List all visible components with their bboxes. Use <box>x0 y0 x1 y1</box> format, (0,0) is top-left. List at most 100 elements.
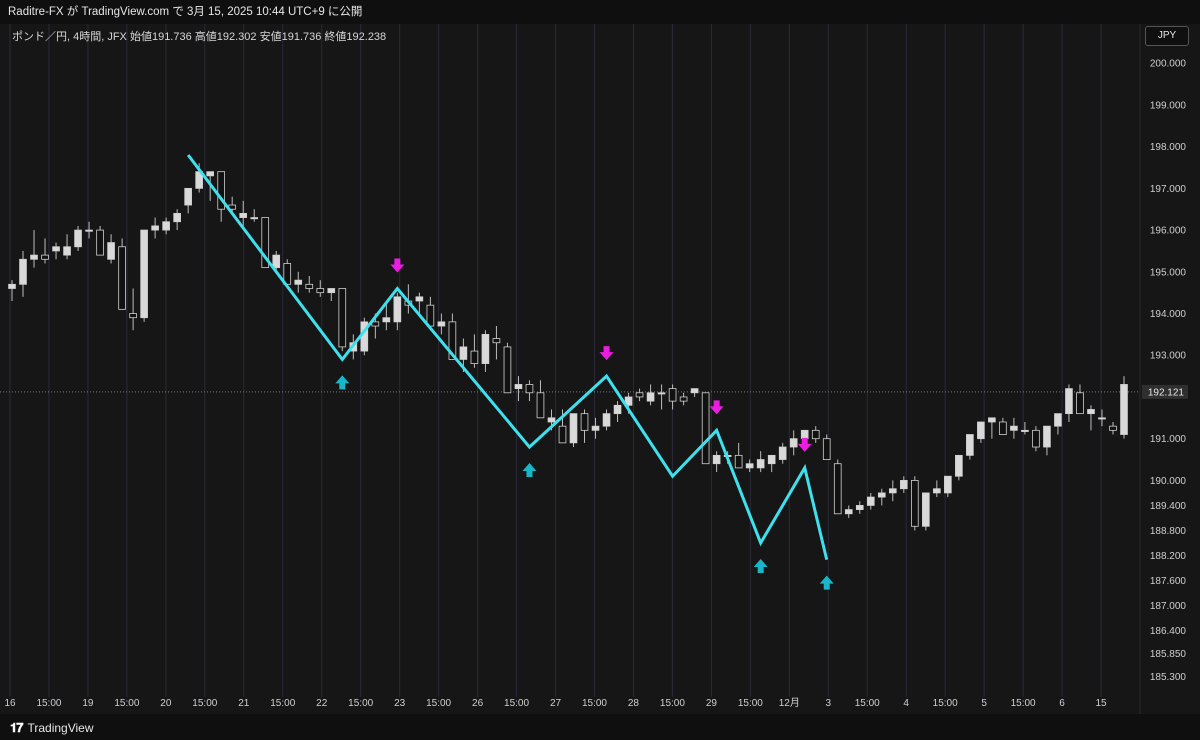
candle-body <box>371 321 380 327</box>
candle-body <box>624 396 633 406</box>
time-tick-label: 15:00 <box>738 698 763 709</box>
time-tick-label: 15:00 <box>348 698 373 709</box>
time-tick-label: 28 <box>628 698 640 709</box>
candle-body <box>613 404 622 415</box>
price-tick-label: 191.000 <box>1150 434 1187 445</box>
candle-body <box>107 242 115 260</box>
time-tick-label: 19 <box>82 698 94 709</box>
last-price-label: 192.121 <box>1148 387 1185 398</box>
candle-body <box>1120 384 1128 435</box>
candle-body <box>734 454 743 469</box>
candle-body <box>679 396 688 402</box>
buy-arrow-icon <box>335 375 350 390</box>
candle-body <box>261 217 270 269</box>
candle-body <box>239 212 248 218</box>
candle-body <box>162 221 170 231</box>
candle-body <box>74 229 82 248</box>
candle-body <box>140 229 148 319</box>
candle-body <box>1065 388 1073 415</box>
time-tick-label: 15:00 <box>114 698 139 709</box>
time-tick-label: 15:00 <box>192 698 217 709</box>
candle-body <box>877 492 886 498</box>
time-tick-label: 27 <box>550 698 562 709</box>
candle-body <box>977 421 985 440</box>
candle-body <box>459 346 468 360</box>
candle-body <box>63 246 71 256</box>
candle-body <box>789 438 798 448</box>
candle-body <box>712 454 721 465</box>
candle-body <box>327 288 336 294</box>
price-tick-label: 189.400 <box>1150 501 1187 512</box>
candle-body <box>547 417 556 423</box>
candle-body <box>393 296 402 323</box>
candle-body <box>822 438 831 460</box>
time-tick-label: 15:00 <box>504 698 529 709</box>
time-tick-label: 15:00 <box>660 698 685 709</box>
candle-body <box>217 171 226 210</box>
candle-body <box>1021 429 1029 432</box>
candle-body <box>910 480 919 527</box>
time-tick-label: 6 <box>1059 698 1065 709</box>
tradingview-logo[interactable]: 𝟏𝟕 TradingView <box>10 720 94 736</box>
candle-body <box>888 488 897 494</box>
publish-text: Raditre-FX が TradingView.com で 3月 15, 20… <box>8 6 363 18</box>
candle-body <box>503 346 512 394</box>
candle-body <box>437 321 446 327</box>
candle-body <box>1076 392 1084 415</box>
price-tick-label: 187.600 <box>1150 576 1187 587</box>
price-tick-label: 199.000 <box>1150 100 1187 111</box>
currency-badge[interactable]: JPY <box>1145 26 1189 46</box>
publish-header: Raditre-FX が TradingView.com で 3月 15, 20… <box>0 0 1200 24</box>
candle-body <box>811 429 820 440</box>
sell-arrow-icon <box>797 437 812 452</box>
chart-area[interactable]: 16 15:00 19 15:00 20 15:00 21 15:00 22 15:00 23 15:… <box>0 24 1200 714</box>
time-tick-label: 15:00 <box>855 698 880 709</box>
candle-body <box>899 480 908 490</box>
candle-body <box>1043 425 1051 448</box>
time-tick-label: 4 <box>903 698 909 709</box>
candle-body <box>646 392 655 402</box>
candle-body <box>173 212 181 223</box>
price-tick-label: 196.000 <box>1150 226 1187 237</box>
price-tick-label: 187.000 <box>1150 601 1187 612</box>
time-tick-label: 22 <box>316 698 328 709</box>
candle-body <box>767 454 776 465</box>
time-tick-label: 21 <box>238 698 250 709</box>
time-tick-label: 15:00 <box>270 698 295 709</box>
time-tick-label: 15:00 <box>1011 698 1036 709</box>
candle-body <box>19 258 27 285</box>
time-tick-label: 15:00 <box>36 698 61 709</box>
buy-arrow-icon <box>753 558 768 573</box>
price-chart[interactable]: 16 15:00 19 15:00 20 15:00 21 15:00 22 15:00 23 15:… <box>0 24 1200 714</box>
footer: 𝟏𝟕 TradingView <box>0 714 1200 740</box>
time-tick-label: 15:00 <box>582 698 607 709</box>
candle-body <box>745 463 754 469</box>
candle-body <box>833 463 842 515</box>
candle-body <box>657 392 666 395</box>
candle-body <box>151 225 159 231</box>
time-tick-label: 5 <box>981 698 987 709</box>
time-tick-label: 15:00 <box>426 698 451 709</box>
buy-arrow-icon <box>522 463 537 478</box>
candle-body <box>778 446 787 460</box>
candle-body <box>481 333 490 364</box>
candle-body <box>1098 417 1106 420</box>
candle-body <box>415 296 424 302</box>
candle-body <box>1109 425 1117 431</box>
candle-body <box>305 283 314 289</box>
symbol-info: ポンド／円, 4時間, JFX 始値191.736 高値192.302 安値19… <box>12 31 387 43</box>
price-tick-label: 188.800 <box>1150 526 1187 537</box>
last-price-badge <box>1142 384 1188 399</box>
candle-body <box>922 492 930 527</box>
candle-body <box>206 171 214 177</box>
candle-body <box>338 288 347 348</box>
candle-body <box>966 434 974 456</box>
candle-body <box>1032 429 1040 448</box>
candle-body <box>184 187 192 206</box>
sell-arrow-icon <box>709 400 724 415</box>
candle-body <box>1087 409 1095 415</box>
price-tick-label: 185.850 <box>1150 649 1187 660</box>
candle-body <box>30 254 38 260</box>
time-tick-label: 23 <box>394 698 406 709</box>
candle-body <box>999 421 1007 435</box>
